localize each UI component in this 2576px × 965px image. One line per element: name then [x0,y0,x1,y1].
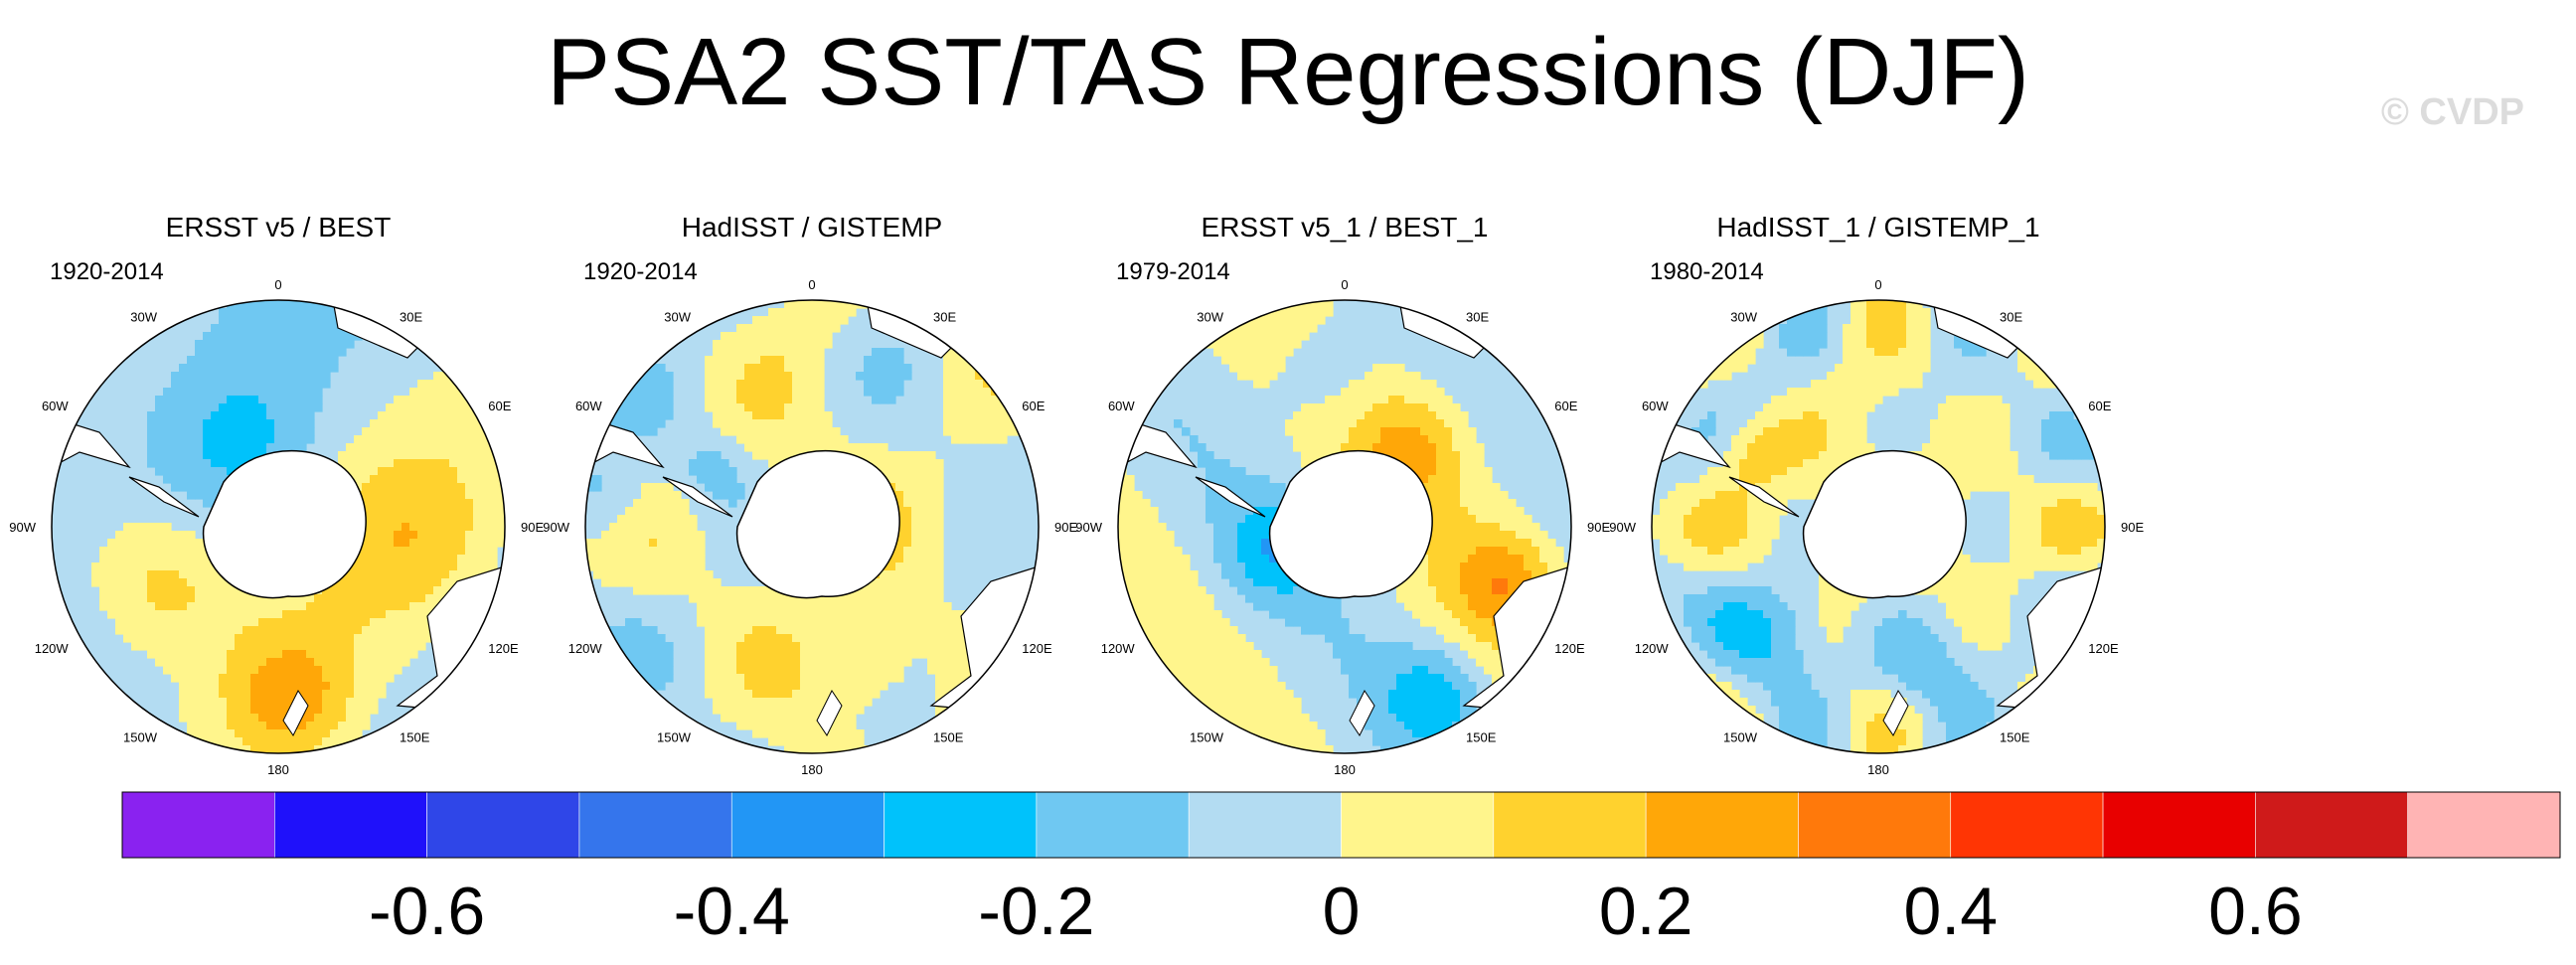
longitude-label: 90E [1587,520,1610,535]
longitude-label: 30E [2000,310,2022,325]
longitude-label: 60W [1642,399,1669,413]
longitude-label: 0 [808,277,815,292]
colorbar-box [121,791,275,859]
longitude-label: 150E [400,729,430,744]
colorbar-tick-label: -0.6 [369,874,485,949]
colorbar-tick-label: 0.4 [1903,874,1998,949]
colorbar-tick-label: -0.2 [978,874,1094,949]
colorbar-box [730,791,885,859]
longitude-label: 90W [1609,520,1636,535]
panel-title: ERSST v5_1 / BEST_1 [1202,212,1489,242]
longitude-label: 30W [1730,310,1757,325]
colorbar-box [1188,791,1342,859]
longitude-label: 150W [1190,729,1224,744]
longitude-label: 90W [543,520,569,535]
colorbar-box [884,791,1038,859]
longitude-label: 120E [488,641,519,656]
map-border [1117,299,1572,754]
longitude-label: 150W [1723,729,1758,744]
panel-title: ERSST v5 / BEST [166,212,392,242]
longitude-label: 120W [568,641,603,656]
longitude-label: 120W [35,641,70,656]
map-panel-2: HadISST / GISTEMP 1920-2014 0 30E 60E 90E 120E… [543,212,1077,777]
longitude-label: 90E [521,520,544,535]
longitude-label: 90E [2121,520,2144,535]
longitude-label: 60E [2088,399,2111,413]
panel-period: 1920-2014 [583,258,698,285]
colorbar-tick-label: 0.6 [2208,874,2303,949]
figure-title: PSA2 SST/TAS Regressions (DJF) [547,19,2029,125]
colorbar-tick-label: 0.2 [1599,874,1693,949]
colorbar-box [426,791,580,859]
longitude-label: 150E [933,729,964,744]
colorbar-box [1645,791,1799,859]
colorbar-box [1950,791,2104,859]
map-border [584,299,1040,754]
map-border [51,299,506,754]
longitude-label: 30W [130,310,157,325]
colorbar-box [1036,791,1190,859]
regression-field [1118,300,1571,753]
longitude-label: 30W [1197,310,1223,325]
colorbar-box [578,791,732,859]
regression-field [1652,300,2105,753]
map-panel-4: HadISST_1 / GISTEMP_1 1980-2014 0 30E 60E 90E… [1609,212,2144,777]
panel-period: 1920-2014 [50,258,164,285]
longitude-label: 120E [2088,641,2119,656]
longitude-label: 90E [1054,520,1077,535]
colorbar-tick-label: -0.4 [674,874,790,949]
longitude-label: 120E [1022,641,1052,656]
longitude-label: 150E [2000,729,2030,744]
longitude-label: 0 [1874,277,1881,292]
longitude-label: 90W [1075,520,1102,535]
colorbar-box [2255,791,2408,859]
panel-period: 1979-2014 [1116,258,1230,285]
longitude-label: 150E [1466,729,1497,744]
colorbar-box [1341,791,1495,859]
longitude-label: 60W [575,399,602,413]
colorbar-box [2102,791,2256,859]
longitude-label: 180 [267,762,289,777]
longitude-label: 120E [1554,641,1585,656]
longitude-label: 60E [1022,399,1045,413]
colorbar: -0.6 -0.4 -0.2 0 0.2 0.4 0.6 [121,791,2561,949]
longitude-label: 60W [1108,399,1135,413]
longitude-label: 60E [1554,399,1577,413]
panel-title: HadISST_1 / GISTEMP_1 [1716,212,2039,242]
colorbar-box [274,791,427,859]
longitude-label: 30E [933,310,956,325]
colorbar-box [1493,791,1647,859]
longitude-label: 30W [664,310,691,325]
longitude-label: 120W [1101,641,1136,656]
longitude-label: 150W [657,729,692,744]
longitude-label: 120W [1635,641,1670,656]
longitude-label: 0 [274,277,281,292]
map-border [1651,299,2106,754]
longitude-label: 150W [123,729,158,744]
longitude-label: 30E [400,310,422,325]
longitude-label: 90W [9,520,36,535]
longitude-label: 0 [1341,277,1348,292]
regression-field [52,300,505,753]
longitude-label: 30E [1466,310,1489,325]
longitude-label: 180 [1334,762,1356,777]
colorbar-box [1798,791,1952,859]
map-panel-3: ERSST v5_1 / BEST_1 1979-2014 0 30E 60E 90E 12… [1075,212,1610,777]
panel-title: HadISST / GISTEMP [682,212,942,242]
regression-field [585,300,1039,753]
longitude-label: 180 [1867,762,1889,777]
colorbar-box [2407,791,2561,859]
longitude-label: 60W [42,399,69,413]
longitude-label: 180 [801,762,823,777]
copyright-text: © CVDP [2380,91,2524,133]
panel-period: 1980-2014 [1650,258,1764,285]
colorbar-tick-label: 0 [1323,874,1361,949]
longitude-label: 60E [488,399,511,413]
